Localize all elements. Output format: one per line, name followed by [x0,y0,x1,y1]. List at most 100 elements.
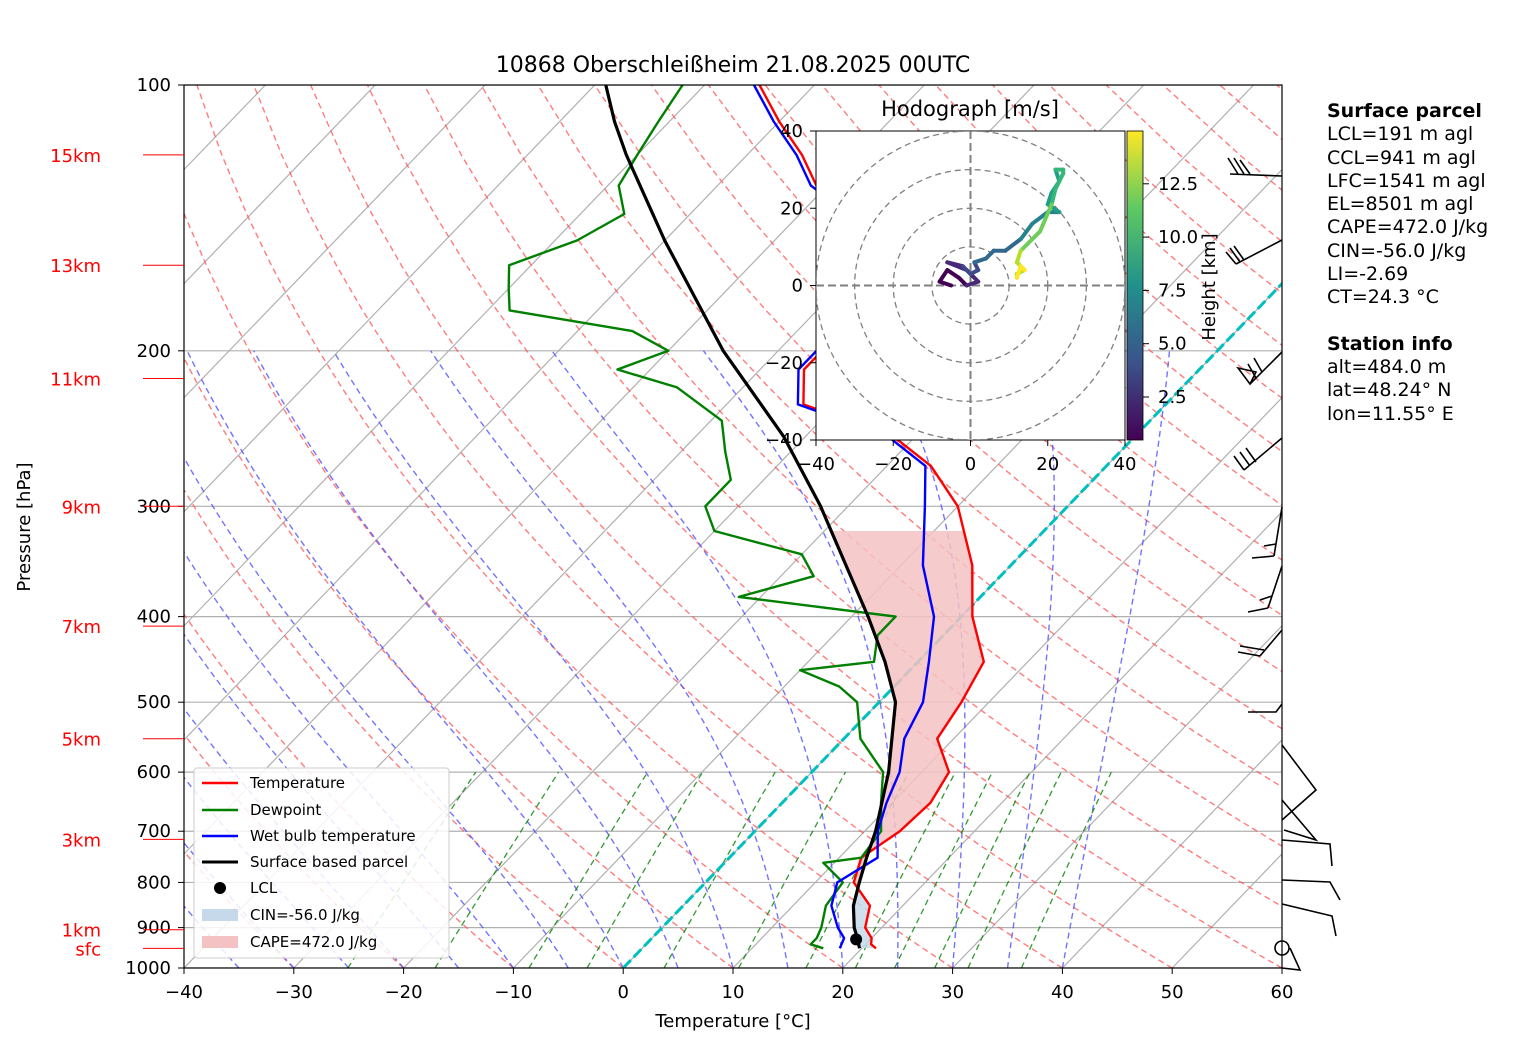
station-alt: alt=484.0 m [1327,355,1447,378]
hodograph-segment [1018,221,1035,242]
wind-barb [1237,629,1283,657]
dry-adiabat [184,211,844,968]
dry-adiabat [821,85,1282,507]
y-tick-label: 200 [137,341,171,362]
x-tick-label: 20 [831,982,854,1003]
y-tick-label: 400 [137,607,171,628]
moist-adiabat [186,350,624,968]
hodograph-x-tick-label: −40 [797,454,835,475]
surface-parcel-cape: CAPE=472.0 J/kg [1327,216,1489,239]
isotherm [952,624,1282,968]
legend-wetbulb: Wet bulb temperature [250,827,416,845]
hodograph-y-tick-label: 0 [792,276,803,297]
mixing-ratio-line [894,771,993,968]
dry-adiabat [480,85,1282,847]
x-tick-label: −10 [494,982,532,1003]
x-tick-label: 50 [1161,982,1184,1003]
dry-adiabat [878,85,1282,453]
moist-adiabat [253,350,679,968]
x-tick-label: 10 [722,982,745,1003]
height-label: 9km [62,497,101,518]
hodograph-title: Hodograph [m/s] [881,97,1059,121]
hodograph-y-tick-label: 20 [780,198,803,219]
wind-barb [1281,744,1318,821]
isotherm [1061,739,1282,968]
wind-barb [1247,565,1283,613]
x-tick-label: 60 [1271,982,1294,1003]
hodograph-trace [937,167,1066,288]
y-axis-label: Pressure [hPa] [14,462,35,591]
hodograph-segment [945,260,965,269]
height-label: 7km [62,617,101,638]
wind-barb [1251,506,1283,559]
moist-adiabat [551,350,844,968]
hodograph-x-tick-label: 40 [1114,454,1137,475]
x-axis-label: Temperature [°C] [654,1011,810,1032]
wind-barb [1281,947,1302,971]
hodograph-segment [1018,264,1027,273]
legend-parcel: Surface based parcel [250,853,408,871]
height-label: 13km [50,256,101,277]
hodograph-segment [1049,186,1058,207]
isotherm [184,85,596,513]
colorbar-tick-label: 2.5 [1158,387,1187,408]
wind-barb [1233,437,1283,471]
surface-parcel-lcl: LCL=191 m agl [1327,123,1474,146]
surface-parcel-lfc: LFC=1541 m agl [1327,169,1486,192]
surface-parcel-ccl: CCL=941 m agl [1327,146,1476,169]
hodograph-rings [816,131,1125,440]
height-label: 15km [50,146,101,167]
mixing-ratio-line [934,771,1031,968]
y-tick-label: 1000 [125,958,171,979]
legend-lcl: LCL [250,879,278,897]
hodograph-x-tick-label: 20 [1036,454,1059,475]
wind-barb [1281,839,1333,867]
station-lon: lon=11.55° E [1327,402,1454,425]
isotherm [184,85,486,399]
legend-cin: CIN=-56.0 J/kg [250,906,360,924]
hodograph-segment [1038,202,1054,234]
lcl-marker [850,933,863,946]
hodograph-segment [945,268,961,280]
legend-dewpoint: Dewpoint [250,801,321,819]
y-tick-label: 600 [137,762,171,783]
chart-title: 10868 Oberschleißheim 21.08.2025 00UTC [496,53,971,78]
hodograph-y-tick-label: 40 [780,121,803,142]
freezing-isotherm [622,281,1282,968]
colorbar-tick-label: 7.5 [1158,280,1187,301]
hodograph-segment [1053,171,1066,191]
dry-adiabat [184,488,624,968]
x-tick-label: −40 [165,982,203,1003]
legend-box [193,767,450,959]
hodograph-segment [1030,210,1050,226]
height-label: 5km [62,730,101,751]
wind-barb [1248,703,1283,713]
dewpoint-line [507,85,897,950]
x-tick-label: 40 [1051,982,1074,1003]
mixing-ratio-line [854,771,956,968]
wind-barb [1227,157,1283,177]
surface-parcel-el: EL=8501 m agl [1327,193,1474,216]
mixing-ratio-line [1020,771,1112,968]
cape-area [831,531,984,892]
height-label: 3km [62,830,101,851]
hodograph-y-tick-label: −20 [765,353,803,374]
hodograph-x-tick-label: −20 [874,454,912,475]
legend-swatch-cin [202,909,238,921]
hodograph-segment [1045,190,1054,207]
wind-barb [1236,351,1283,386]
mixing-ratio-line [434,771,560,968]
y-tick-label: 800 [137,872,171,893]
colorbar-tick-label: 10.0 [1158,227,1198,248]
moist-adiabat [332,350,734,968]
hodograph-inset: Hodograph [m/s] −40 −40 −20 −20 0 0 20 20 40 40 2… [765,97,1220,475]
wind-barb [1225,239,1283,265]
parcel-line [604,85,898,949]
y-tick-label: 100 [137,75,171,96]
colorbar-tick-label: 12.5 [1158,174,1198,195]
hodograph-ticks: −40 −40 −20 −20 0 0 20 20 40 40 [765,121,1136,475]
surface-parcel-heading: Surface parcel [1327,100,1482,122]
surface-parcel-li: LI=-2.69 [1327,263,1409,286]
